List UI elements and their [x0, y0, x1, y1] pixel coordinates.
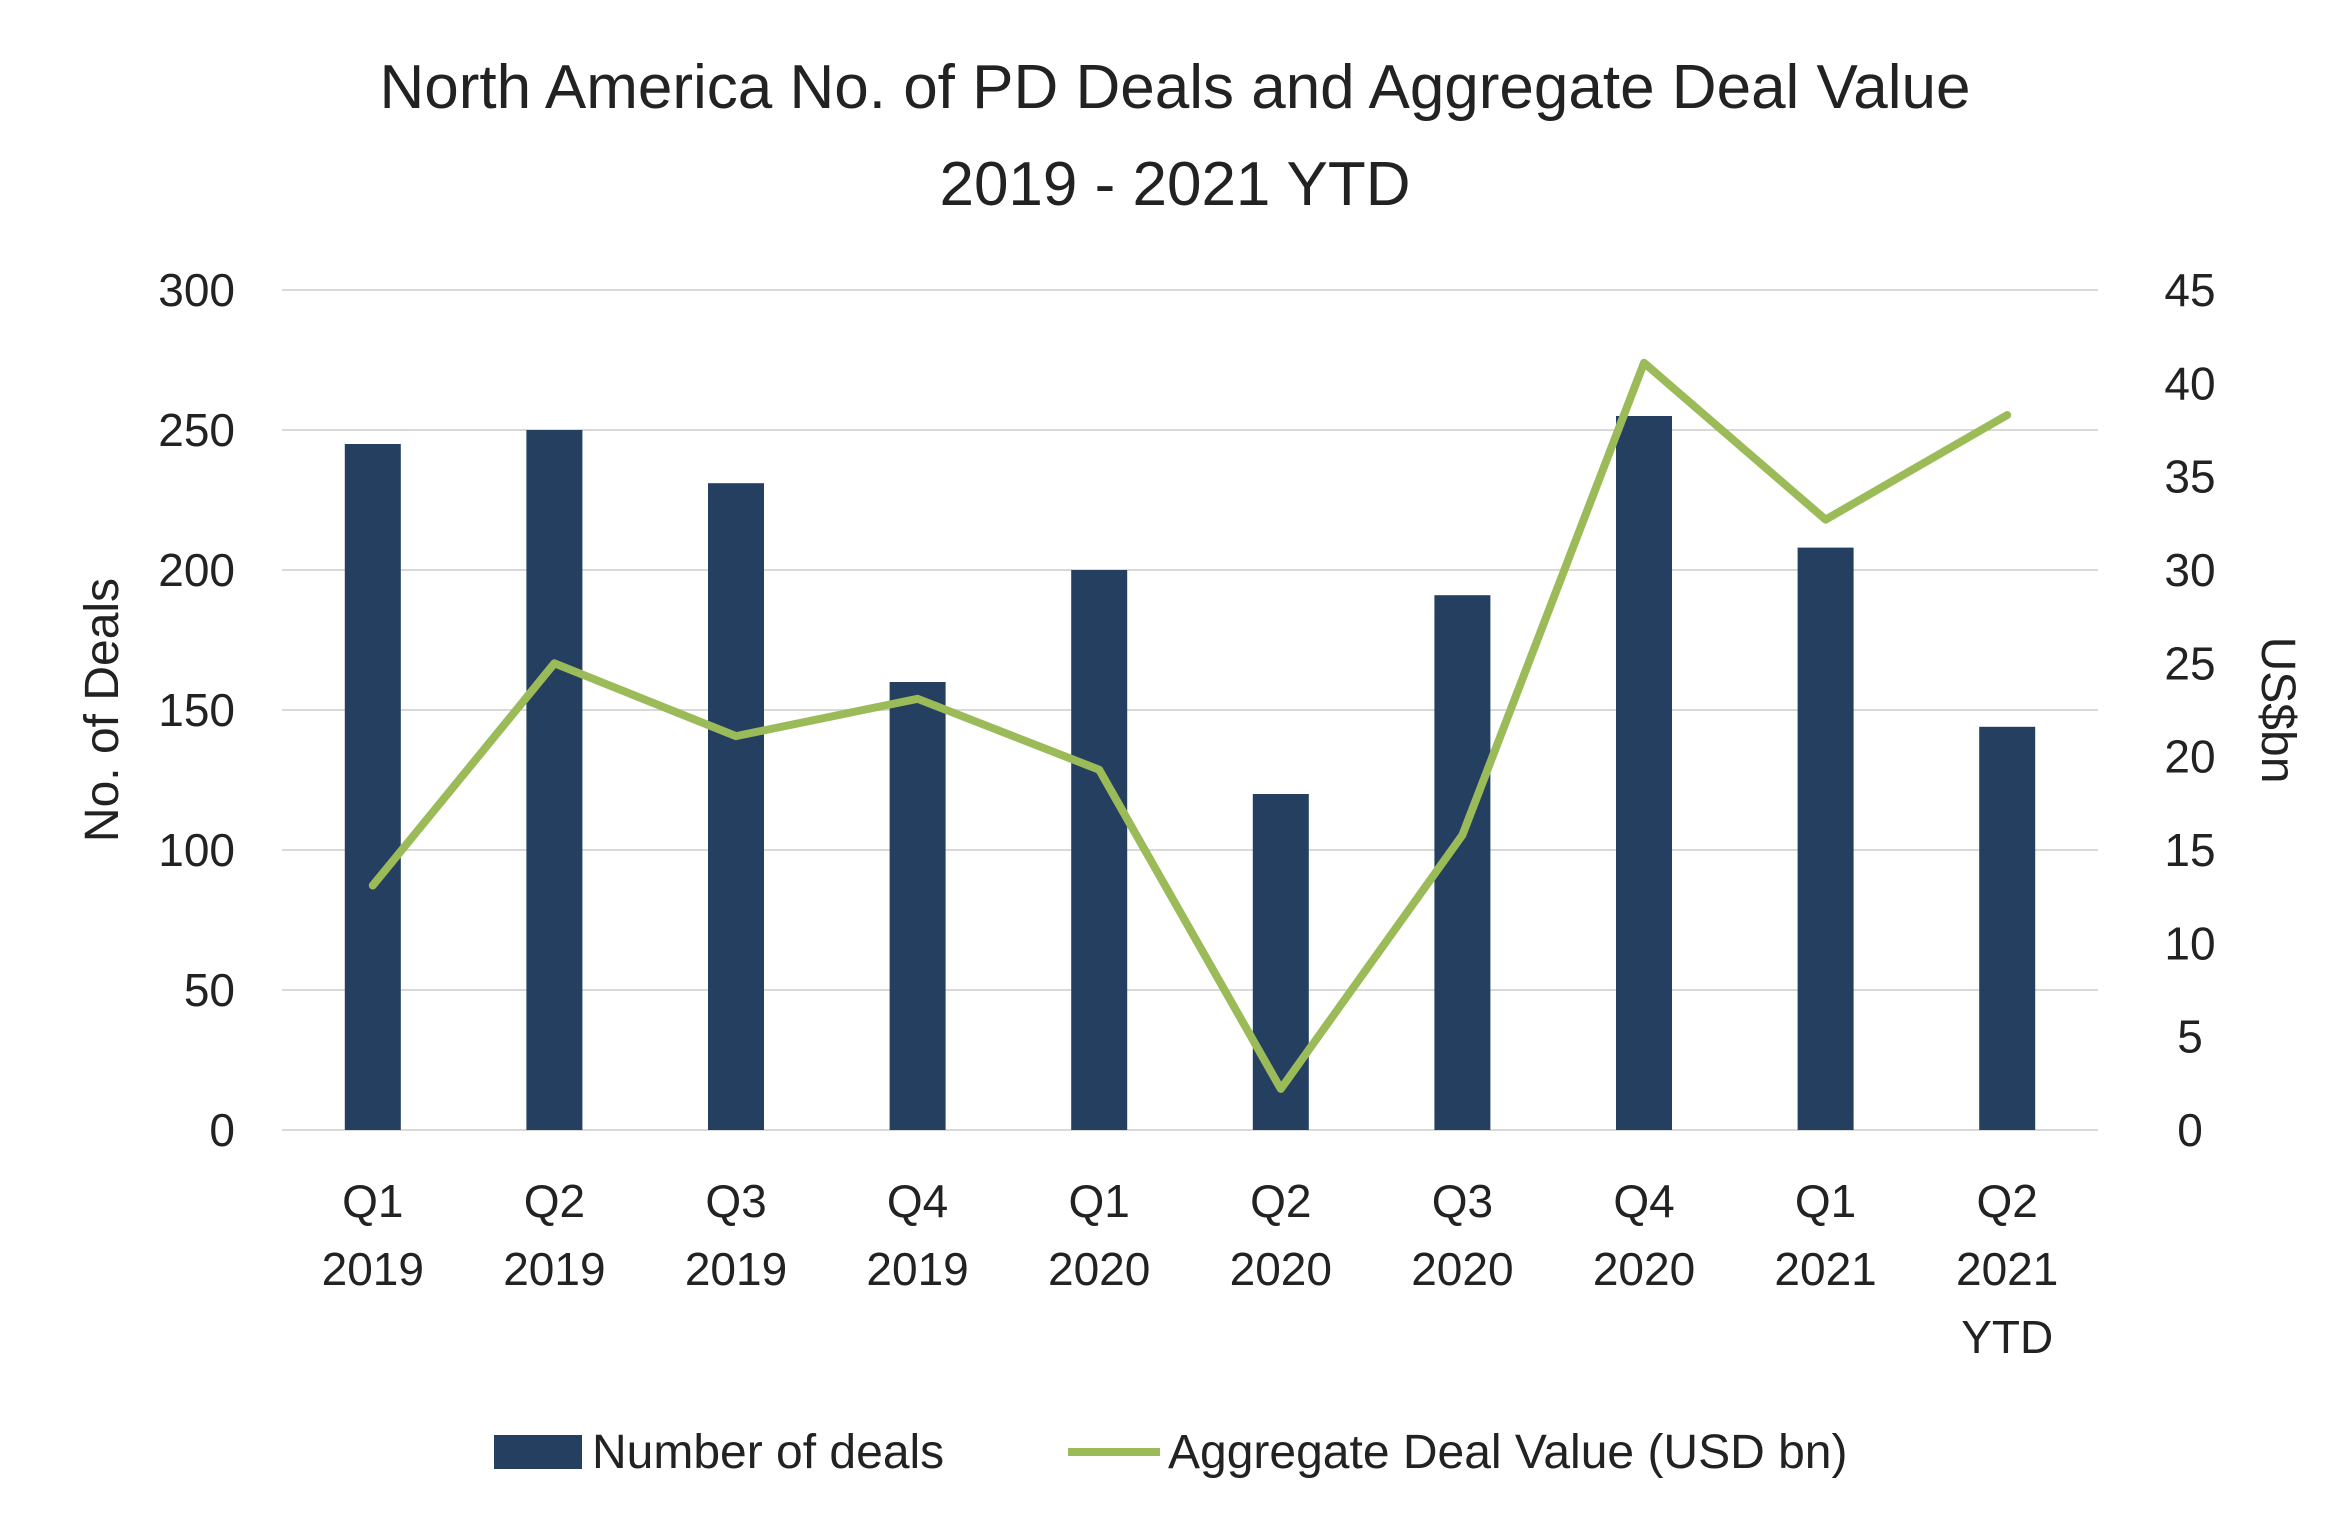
x-tick-label: 2020 — [1048, 1243, 1150, 1295]
line-point — [1641, 359, 1647, 366]
line-point — [551, 660, 558, 667]
legend: Number of deals Aggregate Deal Value (US… — [494, 1426, 1847, 1479]
x-tick-label: Q2 — [524, 1175, 585, 1227]
bar — [889, 682, 946, 1130]
legend-bar-label: Number of deals — [592, 1426, 944, 1479]
right-tick-label: 35 — [2164, 451, 2215, 503]
right-tick-label: 0 — [2177, 1104, 2203, 1156]
line-point — [914, 695, 921, 702]
line-series — [368, 358, 2012, 1093]
x-tick-label: Q2 — [1250, 1175, 1311, 1227]
line-point — [2004, 412, 2011, 419]
right-tick-label: 25 — [2164, 637, 2215, 689]
bar — [1797, 547, 1854, 1130]
left-tick-label: 50 — [184, 964, 235, 1016]
left-axis-label: No. of Deals — [76, 578, 129, 842]
bar — [708, 483, 764, 1130]
legend-bar-swatch — [494, 1435, 582, 1469]
x-tick-label: 2020 — [1230, 1243, 1332, 1295]
line-point — [1277, 1085, 1284, 1092]
right-tick-label: 15 — [2164, 824, 2215, 876]
bar — [1071, 570, 1128, 1130]
x-tick-label: 2019 — [866, 1243, 968, 1295]
x-tick-label: Q4 — [887, 1175, 948, 1227]
bar — [526, 430, 583, 1130]
x-tick-label: Q1 — [1069, 1175, 1130, 1227]
left-tick-label: 100 — [158, 824, 235, 876]
x-tick-label: 2020 — [1411, 1243, 1513, 1295]
right-axis-ticks: 0 5 10 15 20 25 30 35 40 45 — [2164, 264, 2215, 1156]
x-tick-label: Q3 — [705, 1175, 766, 1227]
bar-series — [344, 416, 2036, 1130]
right-tick-label: 5 — [2177, 1011, 2203, 1063]
right-axis-label: US$bn — [2251, 637, 2304, 784]
x-tick-label: Q3 — [1432, 1175, 1493, 1227]
left-tick-label: 150 — [158, 684, 235, 736]
left-axis-ticks: 0 50 100 150 200 250 300 — [158, 264, 235, 1156]
right-tick-label: 45 — [2164, 264, 2215, 316]
x-tick-label: 2021 — [1774, 1243, 1876, 1295]
chart-title: North America No. of PD Deals and Aggreg… — [379, 53, 1970, 122]
x-tick-label: Q4 — [1613, 1175, 1674, 1227]
left-tick-label: 250 — [158, 404, 235, 456]
bar — [1616, 416, 1672, 1130]
line-point — [1459, 832, 1466, 839]
line-point — [1822, 516, 1829, 523]
x-tick-label: YTD — [1961, 1311, 2053, 1363]
x-tick-label: 2019 — [322, 1243, 424, 1295]
right-tick-label: 20 — [2164, 731, 2215, 783]
line-point — [733, 733, 739, 740]
gridlines — [282, 289, 2098, 1131]
x-tick-label: 2020 — [1593, 1243, 1695, 1295]
right-tick-label: 40 — [2164, 357, 2215, 409]
left-tick-label: 0 — [209, 1104, 235, 1156]
x-tick-label: 2019 — [685, 1243, 787, 1295]
right-tick-label: 30 — [2164, 544, 2215, 596]
bar — [1979, 726, 2036, 1130]
x-axis-labels: Q1 2019 Q2 2019 Q3 2019 Q4 2019 Q1 2020 Q2 2020 Q3 20… — [322, 1175, 2059, 1363]
x-tick-label: Q2 — [1977, 1175, 2038, 1227]
bar — [1252, 794, 1309, 1130]
chart-subtitle: 2019 - 2021 YTD — [939, 150, 1410, 219]
x-tick-label: Q1 — [1795, 1175, 1856, 1227]
line-series-path — [368, 358, 2012, 1093]
right-tick-label: 10 — [2164, 917, 2215, 969]
line-point — [369, 882, 376, 889]
x-tick-label: Q1 — [342, 1175, 403, 1227]
legend-line-label: Aggregate Deal Value (USD bn) — [1168, 1426, 1847, 1479]
x-tick-label: 2019 — [503, 1243, 605, 1295]
left-tick-label: 300 — [158, 264, 235, 316]
left-tick-label: 200 — [158, 544, 235, 596]
line-point — [1096, 766, 1103, 773]
x-tick-label: 2021 — [1956, 1243, 2058, 1295]
bar — [344, 444, 401, 1130]
